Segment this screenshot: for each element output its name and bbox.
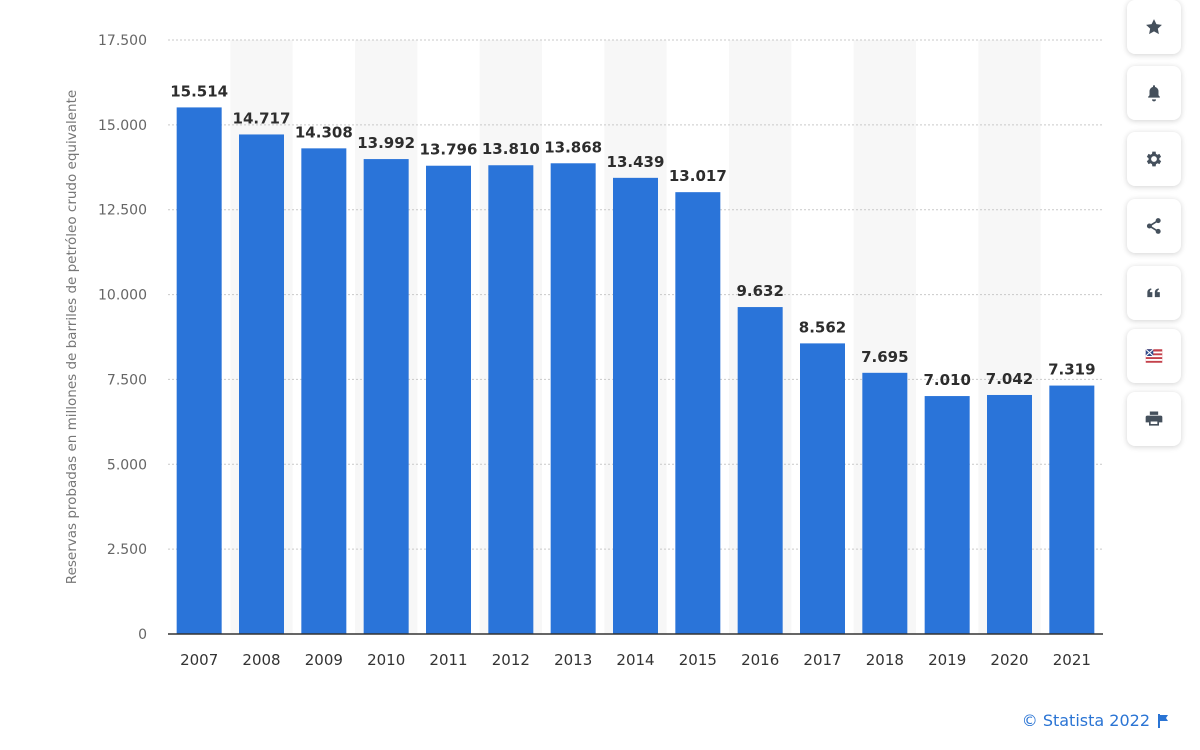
y-axis-label: Reservas probadas en millones de barrile…	[64, 90, 80, 584]
x-tick-label: 2012	[492, 651, 530, 669]
x-tick-label: 2021	[1053, 651, 1091, 669]
x-tick-label: 2010	[367, 651, 405, 669]
y-tick-label: 0	[138, 627, 147, 643]
bar[interactable]	[862, 372, 908, 634]
x-tick-label: 2019	[928, 651, 966, 669]
data-label: 13.796	[420, 141, 478, 159]
x-tick-label: 2008	[242, 651, 280, 669]
flag-icon	[1142, 347, 1166, 365]
data-label: 9.632	[736, 282, 783, 300]
x-tick-label: 2018	[866, 651, 904, 669]
bar[interactable]	[987, 394, 1032, 634]
favorite-button[interactable]	[1127, 0, 1181, 54]
bar[interactable]	[301, 148, 347, 635]
data-label: 15.514	[170, 82, 228, 100]
credit-text[interactable]: © Statista 2022	[1021, 711, 1150, 730]
bar-chart: 0 2.500 5.000 7.500 10.000 12.500 15.000 17.500…	[64, 33, 1103, 669]
bar[interactable]	[239, 134, 284, 635]
credit[interactable]: © Statista 2022	[1022, 711, 1170, 730]
bar[interactable]	[363, 159, 409, 635]
x-tick-label: 2007	[180, 651, 218, 669]
x-tick-label: 2014	[616, 651, 654, 669]
gear-icon	[1144, 149, 1164, 169]
data-label: 7.319	[1048, 361, 1095, 379]
quote-icon	[1144, 283, 1164, 303]
data-label: 14.717	[233, 109, 291, 127]
data-label: 13.017	[669, 167, 727, 185]
x-tick-label: 2020	[990, 651, 1028, 669]
x-tick-label: 2015	[679, 651, 717, 669]
data-label: 13.992	[357, 134, 415, 152]
y-tick-label: 2.500	[107, 542, 147, 558]
print-icon	[1144, 409, 1164, 429]
x-axis-ticks: 2007 2008 2009 2010 2011 2012 2013 2014 2015 2016…	[180, 651, 1091, 669]
cite-button[interactable]	[1127, 266, 1181, 320]
bar[interactable]	[924, 396, 970, 634]
report-flag-icon[interactable]	[1158, 713, 1170, 728]
x-tick-label: 2011	[429, 651, 467, 669]
bar[interactable]	[800, 343, 845, 634]
data-label: 8.562	[799, 318, 846, 336]
settings-button[interactable]	[1127, 132, 1181, 186]
x-tick-label: 2013	[554, 651, 592, 669]
data-label: 13.868	[544, 138, 602, 156]
language-button[interactable]	[1127, 329, 1181, 383]
bell-icon	[1144, 83, 1164, 103]
y-tick-label: 15.000	[98, 118, 147, 134]
x-tick-label: 2016	[741, 651, 779, 669]
bar[interactable]	[613, 177, 658, 634]
y-tick-label: 7.500	[107, 372, 147, 388]
data-label: 14.308	[295, 123, 353, 141]
x-tick-label: 2017	[803, 651, 841, 669]
x-tick-label: 2009	[305, 651, 343, 669]
share-button[interactable]	[1127, 199, 1181, 253]
bar[interactable]	[488, 165, 534, 634]
y-tick-label: 10.000	[98, 288, 147, 304]
print-button[interactable]	[1127, 392, 1181, 446]
share-icon	[1144, 216, 1164, 236]
bar[interactable]	[1049, 385, 1095, 634]
data-label: 13.439	[607, 153, 665, 171]
bar[interactable]	[675, 192, 721, 634]
bar[interactable]	[176, 107, 222, 634]
data-label: 7.695	[861, 348, 908, 366]
notification-button[interactable]	[1127, 66, 1181, 120]
data-label: 7.042	[986, 370, 1033, 388]
y-tick-label: 17.500	[98, 33, 147, 49]
data-label: 7.010	[923, 371, 970, 389]
bar[interactable]	[550, 163, 596, 634]
y-tick-label: 12.500	[98, 203, 147, 219]
data-label: 13.810	[482, 140, 540, 158]
y-axis-ticks: 0 2.500 5.000 7.500 10.000 12.500 15.000 17.500	[98, 33, 147, 643]
bars	[176, 107, 1095, 635]
bar[interactable]	[737, 307, 783, 634]
bar[interactable]	[426, 165, 471, 634]
star-icon	[1144, 17, 1164, 37]
y-tick-label: 5.000	[107, 457, 147, 473]
